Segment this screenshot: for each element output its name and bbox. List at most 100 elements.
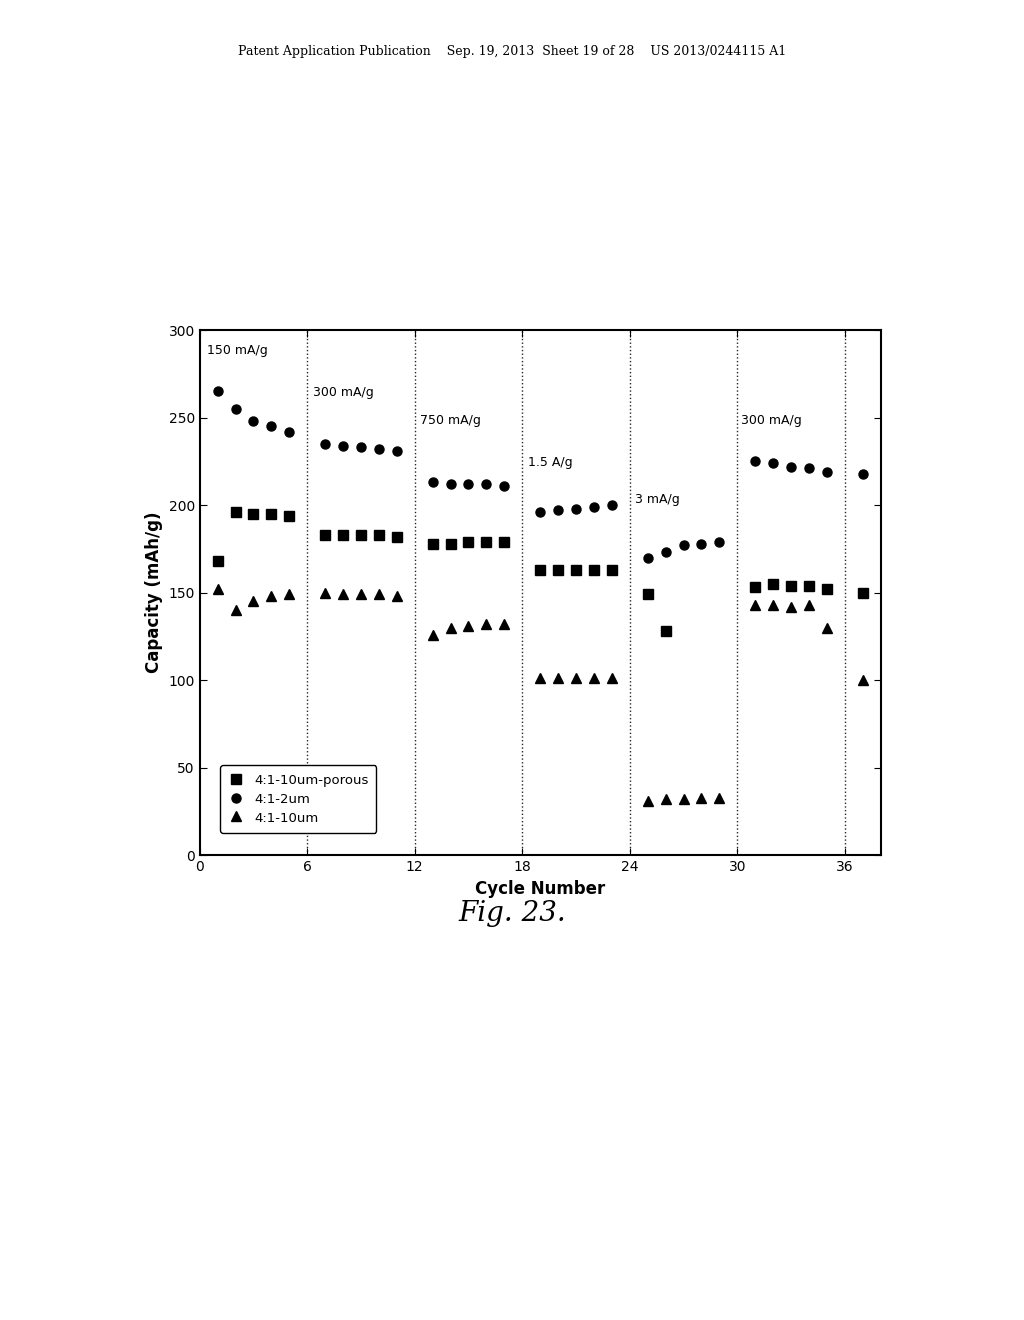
4:1-10um-porous — [535, 562, 547, 578]
Text: 3 mA/g: 3 mA/g — [635, 492, 680, 506]
4:1-2um — [569, 500, 582, 516]
4:1-2um — [750, 453, 762, 469]
4:1-10um-porous — [444, 536, 457, 552]
4:1-10um — [229, 602, 242, 618]
4:1-10um — [750, 597, 762, 612]
4:1-10um — [535, 671, 547, 686]
4:1-10um — [767, 597, 779, 612]
4:1-10um-porous — [480, 535, 493, 550]
4:1-2um — [606, 498, 618, 513]
4:1-10um — [355, 586, 368, 602]
4:1-10um — [856, 672, 868, 688]
4:1-10um-porous — [427, 536, 439, 552]
4:1-10um — [659, 792, 672, 808]
4:1-2um — [480, 477, 493, 492]
4:1-10um-porous — [229, 504, 242, 520]
4:1-2um — [391, 444, 403, 459]
4:1-2um — [355, 440, 368, 455]
4:1-10um-porous — [373, 527, 385, 543]
4:1-2um — [821, 463, 834, 479]
4:1-10um-porous — [499, 535, 511, 550]
Text: 1.5 A/g: 1.5 A/g — [527, 457, 572, 469]
4:1-10um — [606, 671, 618, 686]
Text: 300 mA/g: 300 mA/g — [312, 385, 374, 399]
4:1-10um — [265, 589, 278, 605]
4:1-10um — [499, 616, 511, 632]
Y-axis label: Capacity (mAh/g): Capacity (mAh/g) — [144, 512, 163, 673]
4:1-2um — [767, 455, 779, 471]
Line: 4:1-10um: 4:1-10um — [213, 585, 867, 805]
4:1-10um — [784, 599, 797, 615]
4:1-10um-porous — [641, 586, 654, 602]
4:1-2um — [678, 537, 690, 553]
4:1-10um-porous — [248, 506, 260, 521]
4:1-10um — [283, 586, 296, 602]
4:1-10um — [319, 585, 332, 601]
4:1-2um — [535, 504, 547, 520]
Legend: 4:1-10um-porous, 4:1-2um, 4:1-10um: 4:1-10um-porous, 4:1-2um, 4:1-10um — [220, 766, 377, 833]
4:1-2um — [319, 436, 332, 451]
X-axis label: Cycle Number: Cycle Number — [475, 879, 605, 898]
4:1-2um — [714, 535, 726, 550]
4:1-10um-porous — [283, 508, 296, 524]
4:1-2um — [229, 401, 242, 417]
4:1-10um-porous — [319, 527, 332, 543]
Text: 300 mA/g: 300 mA/g — [741, 414, 802, 428]
4:1-10um-porous — [856, 585, 868, 601]
4:1-10um-porous — [659, 623, 672, 639]
4:1-10um-porous — [552, 562, 564, 578]
4:1-10um — [480, 616, 493, 632]
4:1-2um — [552, 503, 564, 519]
4:1-10um-porous — [569, 562, 582, 578]
Text: 750 mA/g: 750 mA/g — [420, 414, 481, 428]
4:1-10um-porous — [750, 579, 762, 595]
4:1-2um — [499, 478, 511, 494]
4:1-10um-porous — [767, 576, 779, 591]
Text: Fig. 23.: Fig. 23. — [458, 900, 566, 927]
4:1-10um — [248, 594, 260, 610]
4:1-10um — [427, 627, 439, 643]
4:1-2um — [373, 441, 385, 457]
4:1-10um — [552, 671, 564, 686]
4:1-10um-porous — [784, 578, 797, 594]
4:1-2um — [588, 499, 600, 515]
4:1-2um — [444, 477, 457, 492]
4:1-2um — [803, 461, 815, 477]
4:1-10um-porous — [355, 527, 368, 543]
4:1-10um — [714, 789, 726, 805]
4:1-10um — [391, 589, 403, 605]
4:1-10um — [212, 581, 224, 597]
4:1-2um — [265, 418, 278, 434]
4:1-10um — [678, 792, 690, 808]
4:1-10um-porous — [463, 535, 475, 550]
4:1-10um — [444, 620, 457, 636]
Line: 4:1-10um-porous: 4:1-10um-porous — [213, 508, 867, 636]
4:1-10um-porous — [803, 578, 815, 594]
4:1-2um — [695, 536, 708, 552]
4:1-10um-porous — [606, 562, 618, 578]
Text: Patent Application Publication    Sep. 19, 2013  Sheet 19 of 28    US 2013/02441: Patent Application Publication Sep. 19, … — [238, 45, 786, 58]
4:1-10um — [695, 789, 708, 805]
4:1-2um — [337, 438, 349, 454]
4:1-10um-porous — [265, 506, 278, 521]
4:1-10um — [569, 671, 582, 686]
4:1-10um — [337, 586, 349, 602]
4:1-10um-porous — [588, 562, 600, 578]
4:1-10um — [463, 618, 475, 634]
4:1-2um — [463, 477, 475, 492]
Line: 4:1-2um: 4:1-2um — [213, 387, 867, 562]
4:1-10um-porous — [337, 527, 349, 543]
4:1-10um — [641, 793, 654, 809]
4:1-10um-porous — [212, 553, 224, 569]
4:1-10um — [821, 620, 834, 636]
4:1-10um — [803, 597, 815, 612]
4:1-10um-porous — [821, 581, 834, 597]
4:1-10um-porous — [391, 529, 403, 545]
4:1-10um — [588, 671, 600, 686]
4:1-10um — [373, 586, 385, 602]
4:1-2um — [659, 544, 672, 560]
4:1-2um — [427, 474, 439, 490]
Text: 150 mA/g: 150 mA/g — [207, 345, 267, 356]
4:1-2um — [248, 413, 260, 429]
4:1-2um — [784, 458, 797, 474]
